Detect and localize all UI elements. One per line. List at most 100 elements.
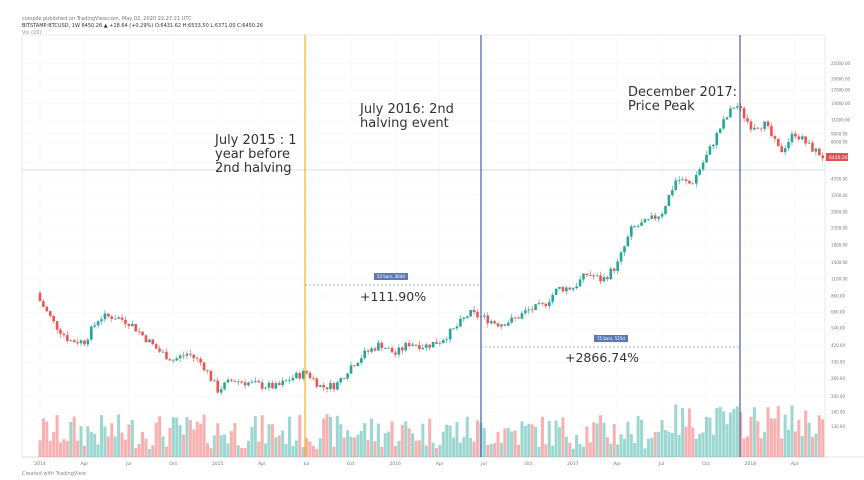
candle-body [137, 331, 141, 333]
candle-body [650, 215, 654, 219]
volume-bar [154, 422, 158, 457]
x-tick-label: Jul [125, 461, 131, 467]
volume-bar [448, 425, 452, 457]
candle-body [783, 148, 787, 153]
volume-bar [390, 421, 394, 457]
volume-bar [612, 424, 616, 457]
candle-body [524, 310, 527, 314]
volume-bar [178, 425, 182, 457]
candle-body [718, 128, 722, 134]
y-tick-label: 4700.00 [831, 176, 848, 181]
volume-bar [291, 445, 295, 457]
candle-body [158, 348, 161, 352]
volume-bar [393, 446, 397, 457]
candle-body [746, 118, 749, 122]
x-tick-label: Apr [81, 461, 89, 467]
candle-body [411, 344, 414, 347]
candle-body [698, 169, 701, 175]
candle-body [510, 317, 513, 323]
volume-bar [520, 421, 524, 457]
y-tick-label: 2900.00 [831, 210, 848, 215]
candle-body [694, 174, 698, 184]
volume-bar [674, 404, 678, 457]
volume-bar [585, 426, 589, 457]
volume-bar [250, 427, 254, 457]
volume-bar [773, 418, 777, 457]
volume-bar [626, 421, 630, 457]
candle-body [72, 340, 76, 343]
candle-body [664, 206, 667, 214]
x-tick-label: 2015 [212, 461, 224, 467]
candle-body [681, 179, 684, 181]
x-tick-label: Apr [791, 461, 799, 467]
candle-body [503, 324, 507, 326]
volume-bar [212, 435, 216, 457]
candle-body [124, 319, 127, 324]
volume-bar [311, 445, 315, 457]
volume-bar [397, 440, 401, 457]
volume-bar [506, 427, 510, 457]
volume-bar [725, 424, 729, 457]
candle-body [38, 292, 42, 302]
candle-body [305, 370, 308, 373]
volume-bar [441, 431, 445, 457]
y-tick-label: 420.00 [831, 343, 845, 348]
candle-body [151, 339, 155, 345]
volume-bar [438, 444, 442, 457]
volume-bar [134, 448, 138, 457]
candle-body [568, 287, 572, 290]
candle-body [602, 277, 606, 282]
volume-bar [455, 422, 459, 457]
percent-change-1: +111.90% [360, 289, 427, 304]
y-tick-label: 3700.00 [831, 193, 848, 198]
volume-bar [127, 424, 131, 457]
volume-bar [643, 448, 647, 457]
candle-body [612, 268, 616, 271]
candle-body [500, 324, 503, 327]
y-tick-label: 680.00 [831, 310, 845, 315]
candle-body [797, 136, 801, 140]
volume-bar [329, 417, 333, 457]
volume-bar [476, 420, 480, 457]
candle-body [773, 136, 777, 139]
volume-bar [817, 415, 821, 457]
volume-bar [110, 423, 114, 457]
volume-bar [667, 431, 671, 457]
y-tick-label: 1400.00 [831, 260, 848, 265]
candle-body [86, 339, 90, 345]
candle-body [551, 294, 555, 302]
candle-body [226, 379, 230, 383]
y-tick-label: 860.00 [831, 294, 845, 299]
candle-body [554, 288, 558, 295]
candle-body [418, 345, 421, 350]
volume-bar [763, 431, 767, 457]
volume-bar [677, 434, 681, 457]
candle-body [62, 333, 66, 336]
volume-bar [106, 436, 110, 457]
volume-bar [787, 429, 791, 457]
volume-bar [281, 430, 285, 457]
x-tick-label: Oct [169, 461, 177, 467]
volume-bar [766, 407, 770, 457]
footer-credit: Created with TradingView [22, 471, 86, 477]
volume-bar [216, 423, 220, 457]
volume-bar [342, 437, 346, 457]
publish-line: coinpile published on TradingView.com, M… [22, 16, 192, 22]
y-tick-label: 11000.00 [831, 118, 851, 123]
candle-body [643, 219, 647, 223]
candle-body [657, 216, 660, 219]
volume-bar [270, 424, 274, 457]
volume-bar [452, 437, 456, 457]
volume-bar [89, 431, 93, 457]
x-tick-label: 2014 [34, 461, 46, 467]
candle-body [735, 106, 739, 108]
volume-bar [294, 440, 298, 457]
volume-bar [308, 441, 312, 457]
candle-body [301, 370, 305, 379]
candle-body [619, 252, 623, 262]
candle-body [585, 273, 589, 275]
candle-body [168, 359, 172, 361]
volume-bar [735, 406, 739, 457]
annotation-dec-2017: December 2017: Price Peak [628, 85, 738, 114]
